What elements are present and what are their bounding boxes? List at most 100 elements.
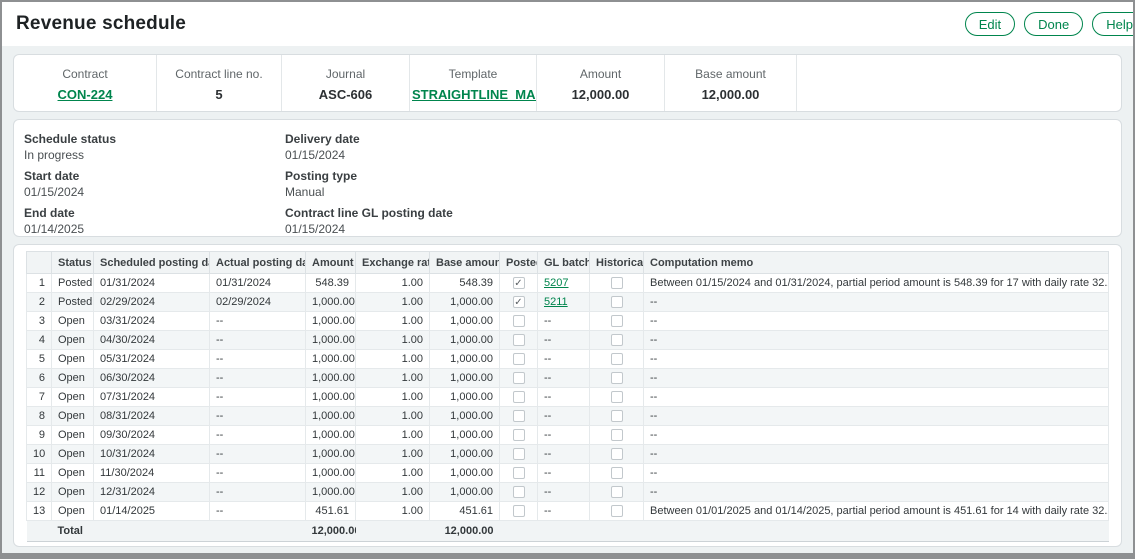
- cell-row-number: 3: [26, 311, 52, 331]
- cell-scheduled-posting-date: 05/31/2024: [93, 349, 210, 369]
- cell-row-number: 5: [26, 349, 52, 369]
- cell-amount: 1,000.00: [305, 349, 356, 369]
- table-row: 13 Open 01/14/2025 -- 451.61 1.00 451.61 -- Betw…: [26, 501, 1109, 521]
- cell-actual-posting-date: --: [209, 482, 306, 502]
- table-row: 6 Open 06/30/2024 -- 1,000.00 1.00 1,000.00 -- -…: [26, 368, 1109, 388]
- col-header-amount: Amount: [305, 251, 356, 274]
- table-row: 8 Open 08/31/2024 -- 1,000.00 1.00 1,000.00 -- -…: [26, 406, 1109, 426]
- cell-status: Open: [51, 349, 94, 369]
- posted-checkbox[interactable]: [512, 505, 525, 518]
- total-spacer: [499, 520, 1109, 542]
- historical-checkbox[interactable]: [610, 315, 623, 328]
- gl-batch-link[interactable]: 5207: [544, 277, 569, 289]
- cell-base-amount: 1,000.00: [429, 387, 500, 407]
- posted-checkbox[interactable]: ✓: [512, 296, 525, 309]
- historical-checkbox[interactable]: [610, 277, 623, 290]
- table-row: 2 Posted 02/29/2024 02/29/2024 1,000.00 1.00 1…: [26, 292, 1109, 312]
- field-label: Start date: [24, 169, 80, 183]
- cell-gl-batch: 5211: [537, 292, 590, 312]
- posted-checkbox[interactable]: [512, 486, 525, 499]
- field-value: ASC-606: [318, 86, 373, 102]
- total-spacer: [355, 520, 430, 542]
- cell-computation-memo: --: [643, 387, 1109, 407]
- table-row: 9 Open 09/30/2024 -- 1,000.00 1.00 1,000.00 -- -…: [26, 425, 1109, 445]
- posted-checkbox[interactable]: [512, 315, 525, 328]
- historical-checkbox[interactable]: [610, 429, 623, 442]
- historical-checkbox[interactable]: [610, 467, 623, 480]
- cell-posted: [499, 368, 538, 388]
- cell-computation-memo: Between 01/01/2025 and 01/14/2025, parti…: [643, 501, 1109, 521]
- cell-posted: [499, 330, 538, 350]
- cell-status: Open: [51, 368, 94, 388]
- cell-computation-memo: --: [643, 444, 1109, 464]
- cell-row-number: 6: [26, 368, 52, 388]
- historical-checkbox[interactable]: [610, 353, 623, 366]
- field-value: 5: [215, 86, 223, 102]
- posted-checkbox[interactable]: [512, 410, 525, 423]
- cell-amount: 1,000.00: [305, 330, 356, 350]
- cell-exchange-rate: 1.00: [355, 273, 430, 293]
- cell-actual-posting-date: --: [209, 406, 306, 426]
- field-value-link[interactable]: STRAIGHTLINE_MANUAL: [412, 86, 536, 102]
- cell-row-number: 11: [26, 463, 52, 483]
- edit-button[interactable]: Edit: [964, 12, 1016, 36]
- done-button[interactable]: Done: [1024, 12, 1084, 36]
- col-header-exchange-rate: Exchange rate: [355, 251, 430, 274]
- historical-checkbox[interactable]: [610, 391, 623, 404]
- field-label: Contract line no.: [175, 66, 263, 81]
- field-label: Base amount: [695, 66, 766, 81]
- cell-computation-memo: --: [643, 292, 1109, 312]
- posted-checkbox[interactable]: ✓: [512, 277, 525, 290]
- cell-posted: [499, 482, 538, 502]
- posted-checkbox[interactable]: [512, 353, 525, 366]
- posted-checkbox[interactable]: [512, 448, 525, 461]
- total-amount: 12,000.00: [305, 520, 356, 542]
- historical-checkbox[interactable]: [610, 410, 623, 423]
- cell-row-number: 4: [26, 330, 52, 350]
- posted-checkbox[interactable]: [512, 467, 525, 480]
- field-label: Journal: [325, 66, 366, 81]
- summary-field-2: Journal ASC-606: [282, 55, 410, 111]
- cell-amount: 1,000.00: [305, 425, 356, 445]
- historical-checkbox[interactable]: [610, 334, 623, 347]
- table-row: 12 Open 12/31/2024 -- 1,000.00 1.00 1,000.00 --…: [26, 482, 1109, 502]
- help-button[interactable]: Help: [1092, 12, 1133, 36]
- historical-checkbox[interactable]: [610, 505, 623, 518]
- cell-posted: [499, 349, 538, 369]
- cell-actual-posting-date: --: [209, 463, 306, 483]
- cell-computation-memo: --: [643, 349, 1109, 369]
- cell-scheduled-posting-date: 02/29/2024: [93, 292, 210, 312]
- cell-actual-posting-date: --: [209, 349, 306, 369]
- cell-status: Open: [51, 330, 94, 350]
- historical-checkbox[interactable]: [610, 448, 623, 461]
- cell-amount: 1,000.00: [305, 368, 356, 388]
- cell-gl-batch: --: [537, 406, 590, 426]
- cell-posted: [499, 463, 538, 483]
- cell-scheduled-posting-date: 04/30/2024: [93, 330, 210, 350]
- historical-checkbox[interactable]: [610, 296, 623, 309]
- gl-batch-link[interactable]: 5211: [544, 296, 568, 308]
- cell-historical: [589, 387, 644, 407]
- cell-computation-memo: --: [643, 311, 1109, 331]
- field-value-link[interactable]: CON-224: [57, 86, 113, 102]
- detail-field: Contract line GL posting date 01/15/2024: [285, 206, 1121, 236]
- cell-scheduled-posting-date: 12/31/2024: [93, 482, 210, 502]
- cell-status: Open: [51, 501, 94, 521]
- field-value: 01/15/2024: [285, 222, 346, 236]
- historical-checkbox[interactable]: [610, 486, 623, 499]
- page-title: Revenue schedule: [16, 13, 187, 34]
- cell-base-amount: 1,000.00: [429, 330, 500, 350]
- cell-status: Open: [51, 482, 94, 502]
- summary-field-1: Contract line no. 5: [157, 55, 282, 111]
- total-base-amount: 12,000.00: [429, 520, 500, 542]
- cell-actual-posting-date: 01/31/2024: [209, 273, 306, 293]
- posted-checkbox[interactable]: [512, 372, 525, 385]
- posted-checkbox[interactable]: [512, 429, 525, 442]
- posted-checkbox[interactable]: [512, 391, 525, 404]
- cell-scheduled-posting-date: 01/14/2025: [93, 501, 210, 521]
- cell-base-amount: 1,000.00: [429, 425, 500, 445]
- historical-checkbox[interactable]: [610, 372, 623, 385]
- posted-checkbox[interactable]: [512, 334, 525, 347]
